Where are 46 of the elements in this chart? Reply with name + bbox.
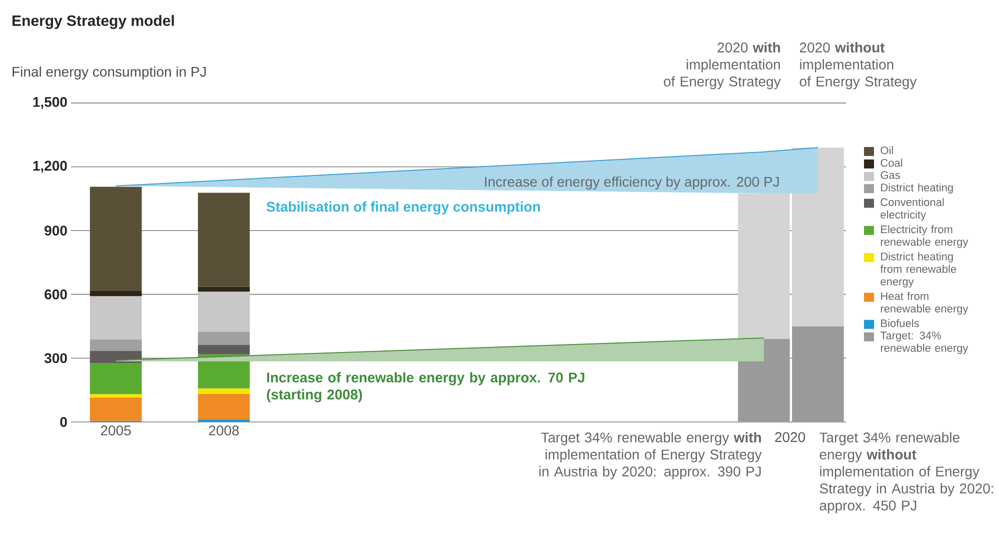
bar [90, 397, 142, 421]
annotation: Increase of energy efficiency by approx. 200 PJ [485, 176, 779, 190]
legend-label: Target: 34% renewable energy [880, 332, 968, 354]
y-tick-label: 900 [44, 226, 67, 236]
bar [738, 193, 790, 340]
bar [198, 292, 250, 332]
legend-label: District heating [881, 183, 953, 194]
text: Target 34% renewable energy with implementation of Energy Strategy in Austria by 2020: approx. 390 PJ [539, 432, 762, 480]
y-tick-label: 300 [44, 353, 67, 364]
bar [198, 419, 250, 422]
legend-label: Coal [880, 158, 902, 167]
bar [198, 192, 250, 287]
bar [198, 345, 250, 354]
chart-title: Energy Strategy model [12, 14, 174, 30]
legend-label: Biofuels [881, 319, 919, 328]
legend-label: Electricity from renewable energy [880, 225, 968, 248]
bar [90, 350, 142, 364]
y-tick-label: 600 [44, 289, 67, 300]
x-tick-label: 2008 [208, 426, 239, 436]
text: 2020 with implementation of Energy Strategy [664, 42, 781, 90]
bar [90, 290, 142, 296]
bar [198, 394, 250, 420]
legend-label: Heat from renewable energy [880, 292, 968, 315]
bar [792, 326, 844, 422]
bar [90, 339, 142, 351]
y-axis-title: Final energy consumption in PJ [12, 66, 206, 80]
y-tick-label: 1,500 [33, 97, 67, 109]
annotation: Stabilisation of final energy consumption [266, 201, 540, 215]
bar [90, 363, 142, 394]
legend-label: Conventional electricity [880, 198, 944, 221]
annotation: Increase of renewable energy by approx. 70 PJ (starting 2008) [266, 372, 584, 402]
bar [90, 394, 142, 398]
y-tick-label: 1,200 [33, 160, 67, 173]
legend-label: Oil [880, 146, 893, 154]
y-tick-label: 0 [60, 417, 67, 427]
legend-label: District heating from renewable energy [880, 252, 956, 288]
legend-label: Gas [880, 171, 900, 179]
text: 2020 without implementation of Energy Strategy [800, 42, 917, 90]
bar [198, 332, 250, 345]
bar [90, 296, 142, 340]
text: Target 34% renewable energy without implementation of Energy Strategy in Austria by 2020: approx. 450 PJ [820, 432, 993, 514]
x-tick-label: 2005 [100, 426, 131, 436]
bar [90, 186, 142, 291]
bar [198, 286, 250, 292]
bar [198, 388, 250, 394]
text: 2020 [775, 432, 806, 442]
